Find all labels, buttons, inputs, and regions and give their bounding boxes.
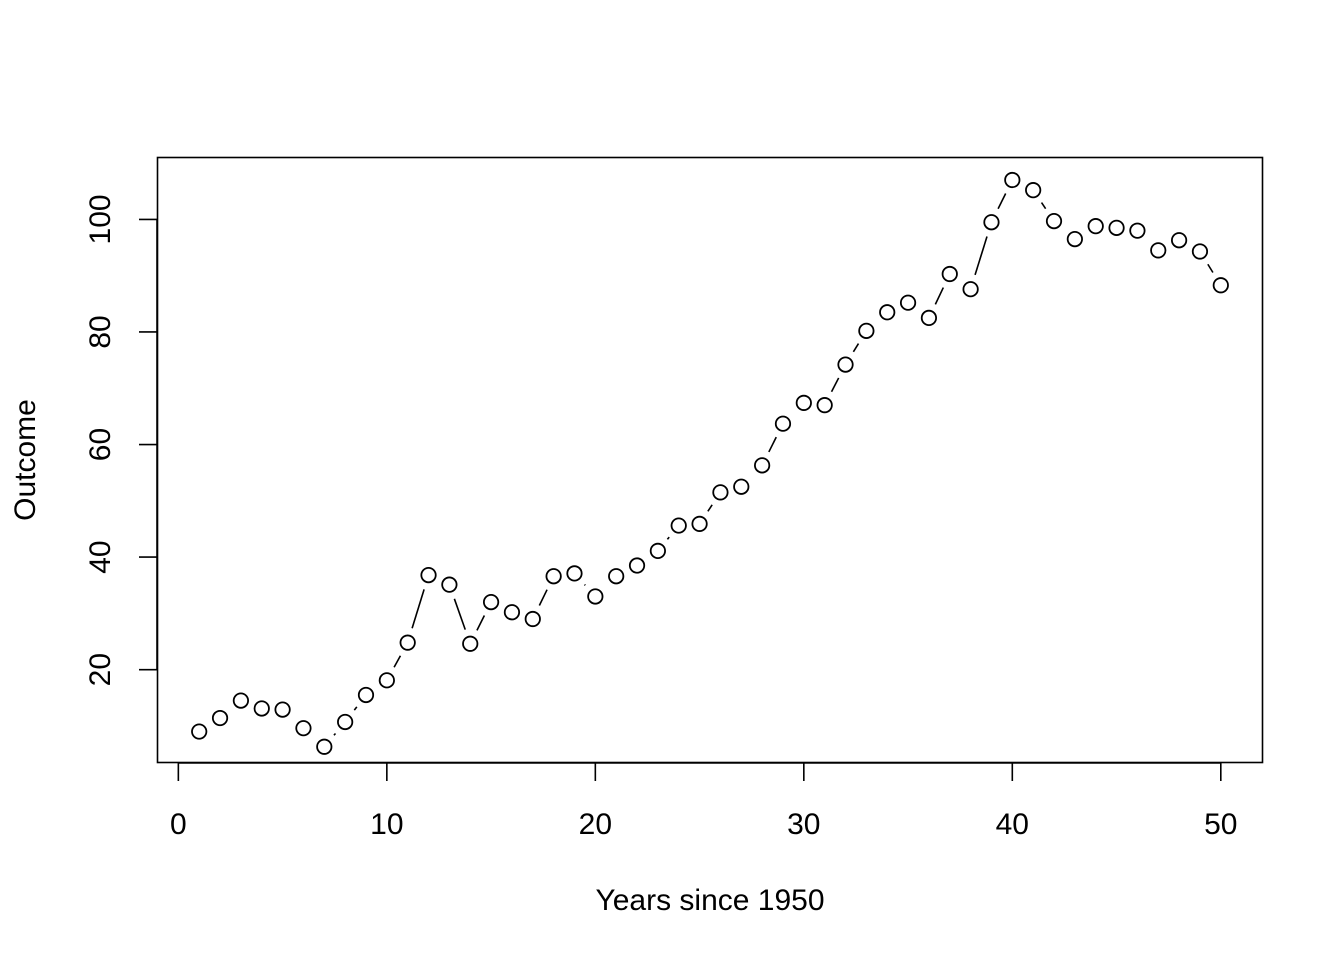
x-tick-label: 40 xyxy=(996,808,1029,841)
y-tick-label: 20 xyxy=(84,653,117,686)
series-segment xyxy=(997,193,1007,210)
data-point xyxy=(1212,277,1229,294)
y-axis: 20 40 60 80 100 xyxy=(84,194,158,686)
series-segment xyxy=(1040,202,1047,210)
data-point xyxy=(232,692,249,709)
data-point xyxy=(795,394,812,411)
series-segment xyxy=(768,436,777,453)
data-point xyxy=(462,635,479,652)
data-point xyxy=(441,576,458,593)
data-point xyxy=(337,713,354,731)
data-point xyxy=(524,610,541,628)
data-point xyxy=(1150,242,1167,259)
series-segment xyxy=(707,504,713,512)
series-segment xyxy=(411,589,425,629)
series-segment xyxy=(538,589,548,606)
data-point xyxy=(941,265,958,283)
x-tick-label: 0 xyxy=(170,808,187,841)
data-point xyxy=(1045,212,1063,230)
data-point xyxy=(357,686,375,704)
data-point xyxy=(691,515,708,532)
data-point xyxy=(962,281,979,298)
series-segment xyxy=(974,236,988,276)
data-point xyxy=(295,720,312,737)
data-point xyxy=(1087,218,1104,235)
data-point xyxy=(503,604,521,621)
data-point xyxy=(211,709,229,727)
plot-frame xyxy=(156,156,1264,764)
data-point xyxy=(399,634,416,651)
x-tick-label: 20 xyxy=(579,808,612,841)
y-tick-label: 100 xyxy=(84,194,117,244)
data-point xyxy=(1171,232,1188,249)
series-segment xyxy=(353,706,358,711)
series-segment xyxy=(1207,263,1214,273)
data-point xyxy=(628,557,646,574)
data-point xyxy=(608,568,625,585)
series-points xyxy=(191,171,1229,755)
series-segment xyxy=(453,598,466,630)
data-point xyxy=(837,356,854,373)
data-point xyxy=(316,738,333,755)
data-point xyxy=(482,594,500,611)
data-point xyxy=(253,700,270,717)
series-segment xyxy=(476,615,486,631)
y-tick-label: 80 xyxy=(84,315,117,348)
data-point xyxy=(983,214,1000,231)
data-point xyxy=(587,588,604,605)
data-point xyxy=(754,457,771,474)
x-tick-label: 30 xyxy=(787,808,820,841)
y-tick-label: 40 xyxy=(84,540,117,573)
series-segment xyxy=(583,583,586,586)
data-point xyxy=(1129,222,1146,239)
data-point xyxy=(858,322,875,339)
data-point xyxy=(670,517,687,534)
data-point xyxy=(1191,243,1209,260)
data-point xyxy=(649,542,666,559)
series-segment xyxy=(393,655,402,668)
data-point xyxy=(1025,182,1042,199)
series-segment xyxy=(333,732,337,736)
x-tick-label: 50 xyxy=(1204,808,1237,841)
series-segment xyxy=(852,343,860,353)
data-point xyxy=(274,701,291,718)
y-axis-label: Outcome xyxy=(9,399,42,521)
x-tick-label: 10 xyxy=(370,808,403,841)
data-point xyxy=(879,304,896,321)
data-point xyxy=(733,478,750,495)
data-point xyxy=(420,566,437,584)
data-point xyxy=(712,484,729,501)
data-point xyxy=(1004,171,1021,189)
data-point xyxy=(378,672,395,689)
data-point xyxy=(774,415,792,432)
series-line xyxy=(333,193,1214,736)
series-segment xyxy=(666,536,670,540)
data-point xyxy=(545,568,562,585)
x-axis: 0 10 20 30 40 50 xyxy=(170,762,1237,841)
data-point xyxy=(816,397,833,414)
data-point xyxy=(920,309,938,326)
series-segment xyxy=(830,377,840,393)
data-point xyxy=(1108,219,1125,236)
data-point xyxy=(899,294,917,311)
x-axis-label: Years since 1950 xyxy=(595,884,824,917)
y-tick-label: 60 xyxy=(84,428,117,461)
data-point xyxy=(1066,231,1083,248)
data-point xyxy=(191,723,208,740)
series-segment xyxy=(934,287,945,305)
data-point xyxy=(566,565,583,582)
